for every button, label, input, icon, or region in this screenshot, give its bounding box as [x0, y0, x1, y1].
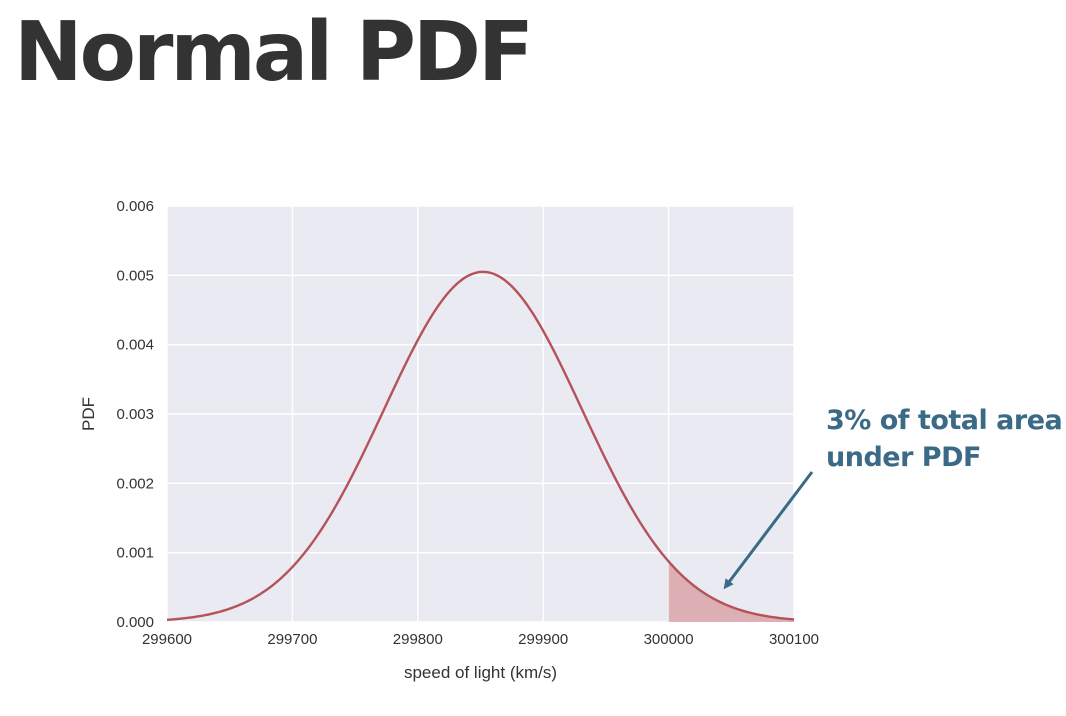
area-callout: 3% of total area under PDF [826, 402, 1063, 476]
y-tick-label: 0.006 [116, 198, 154, 215]
x-tick-label: 299600 [142, 631, 192, 648]
pdf-curve-line [166, 270, 795, 622]
y-axis-label: PDF [79, 397, 98, 431]
tick-labels: 299600 299700 299800 299900 300000 300100 0.00… [116, 198, 819, 648]
x-tick-label: 300100 [769, 631, 819, 648]
x-tick-label: 300000 [644, 631, 694, 648]
x-tick-label: 299800 [393, 631, 443, 648]
y-tick-label: 0.002 [116, 475, 154, 492]
y-tick-label: 0.004 [116, 337, 154, 354]
x-axis-label: speed of light (km/s) [404, 663, 557, 682]
callout-arrow [723, 471, 814, 590]
shaded-tail-area [668, 561, 794, 622]
slide-title: Normal PDF [14, 5, 534, 100]
y-tick-label: 0.001 [116, 545, 154, 562]
x-tick-label: 299900 [518, 631, 568, 648]
callout-line-2: under PDF [826, 442, 981, 473]
y-tick-label: 0.005 [116, 267, 154, 284]
y-tick-label: 0.003 [116, 406, 154, 423]
callout-line-1: 3% of total area [826, 405, 1063, 436]
x-tick-label: 299700 [267, 631, 317, 648]
y-tick-label: 0.000 [116, 614, 154, 631]
